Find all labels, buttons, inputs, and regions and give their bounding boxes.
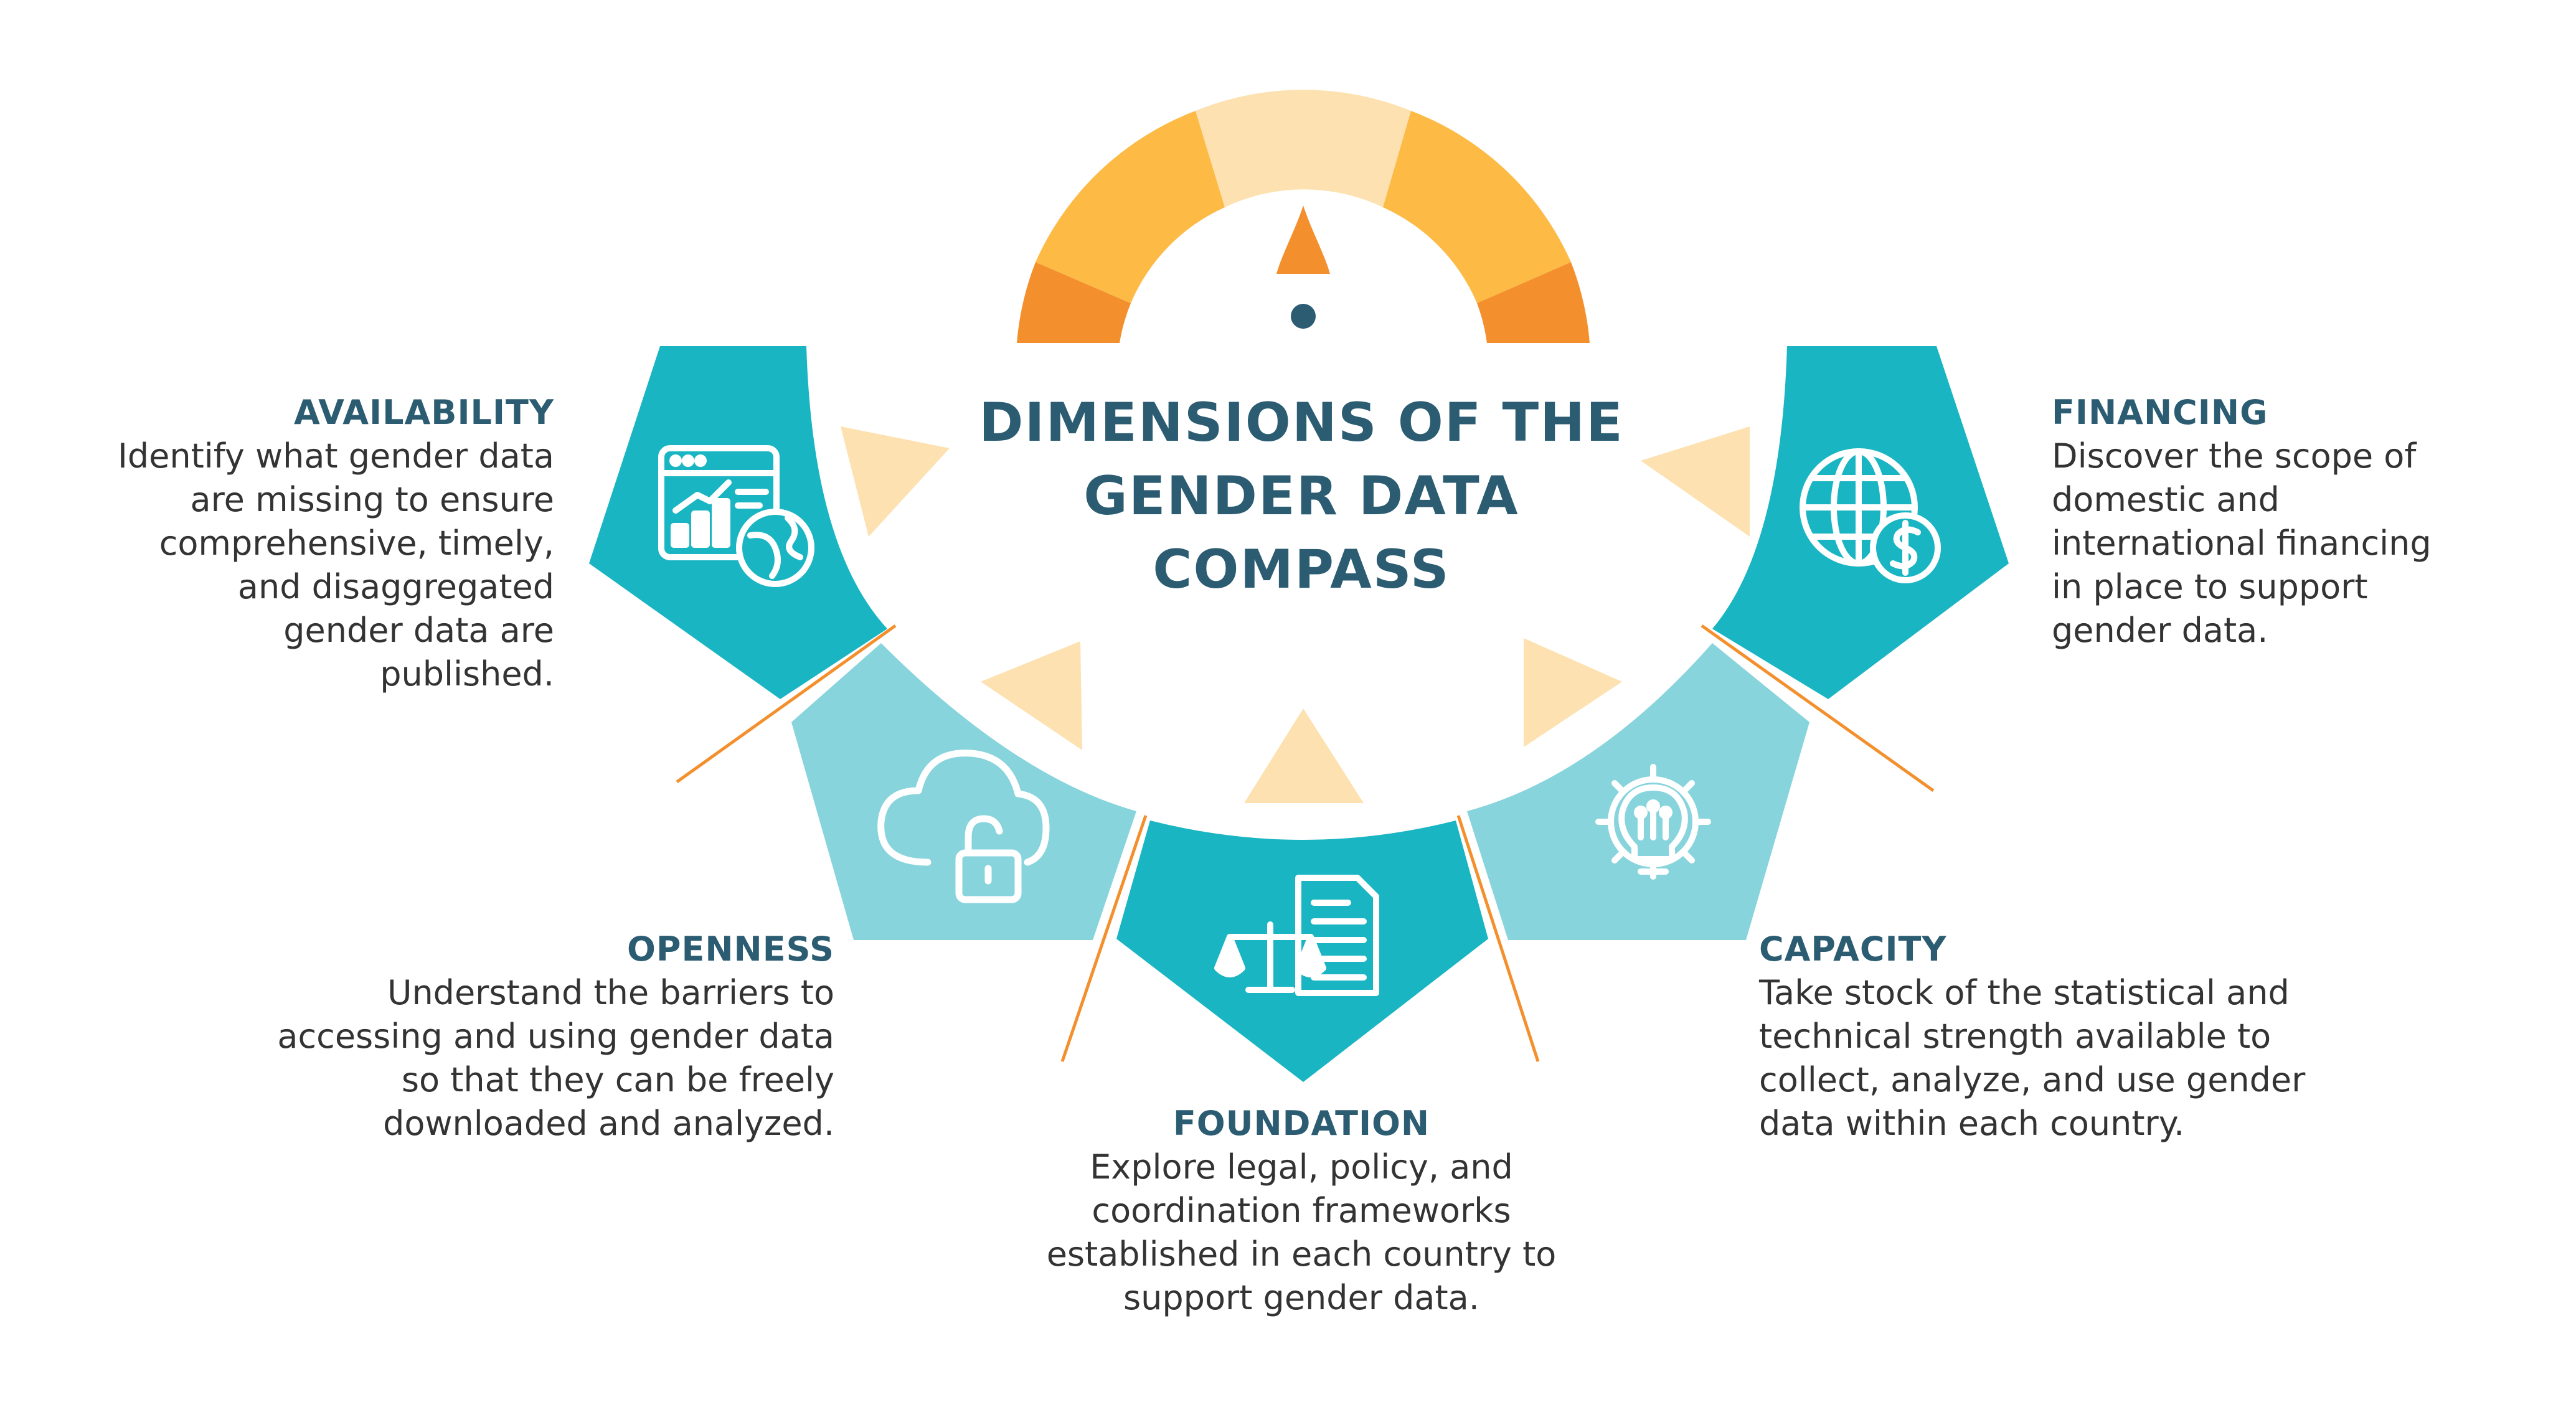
globe-dollar-icon	[1800, 448, 1941, 583]
pointer-triangle-capacity	[1524, 638, 1622, 747]
openness-heading: OPENNESS	[626, 929, 834, 969]
pointer-triangle-foundation	[1244, 708, 1364, 803]
gauge-segment-left	[1036, 111, 1225, 303]
connector-line-financing	[1701, 624, 1935, 793]
connector-line-capacity	[1456, 815, 1540, 1062]
foundation-heading: FOUNDATION	[1172, 1104, 1430, 1143]
scales-document-icon	[1214, 875, 1379, 996]
pentagon-availability	[589, 346, 887, 699]
connector-line-availability	[676, 624, 897, 784]
pointer-triangle-availability	[841, 426, 950, 537]
dimension-financing: FINANCING Discover the scope of domestic…	[2052, 391, 2525, 652]
openness-description: Understand the barriers to accessing and…	[277, 973, 834, 1143]
foundation-description: Explore legal, policy, and coordination …	[1046, 1147, 1557, 1317]
connector-lines	[676, 624, 1935, 1062]
gauge-segment-center	[1196, 90, 1411, 207]
pointer-triangles	[841, 426, 1750, 803]
pointer-triangle-financing	[1641, 426, 1750, 537]
gauge-segment-right-outer	[1477, 262, 1590, 343]
gauge-segment-left-outer	[1017, 262, 1131, 343]
dimension-openness: OPENNESS Understand the barriers to acce…	[212, 928, 834, 1146]
compass-pivot	[1291, 304, 1316, 329]
gear-lightbulb-icon	[1595, 764, 1711, 880]
dimension-capacity: CAPACITY Take stock of the statistical a…	[1759, 928, 2382, 1146]
connector-line-openness	[1060, 815, 1148, 1062]
pointer-triangle-openness	[981, 641, 1082, 750]
availability-heading: AVAILABILITY	[293, 393, 554, 432]
pentagon-openness	[791, 643, 1136, 940]
availability-description: Identify what gender data are missing to…	[117, 436, 554, 694]
compass-needle	[1276, 205, 1330, 274]
diagram-title: DIMENSIONS OF THE GENDER DATA COMPASS	[979, 392, 1624, 601]
cloud-unlock-icon	[877, 750, 1050, 903]
dimension-foundation: FOUNDATION Explore legal, policy, and co…	[971, 1102, 1631, 1320]
compass-gauge	[1017, 90, 1590, 343]
capacity-heading: CAPACITY	[1759, 929, 1947, 969]
capacity-description: Take stock of the statistical and techni…	[1759, 973, 2306, 1143]
gauge-segment-right	[1383, 111, 1571, 303]
dimension-availability: AVAILABILITY Identify what gender data a…	[81, 391, 554, 696]
chart-globe-icon	[658, 445, 814, 587]
financing-heading: FINANCING	[2052, 393, 2268, 432]
financing-description: Discover the scope of domestic and inter…	[2052, 436, 2432, 650]
